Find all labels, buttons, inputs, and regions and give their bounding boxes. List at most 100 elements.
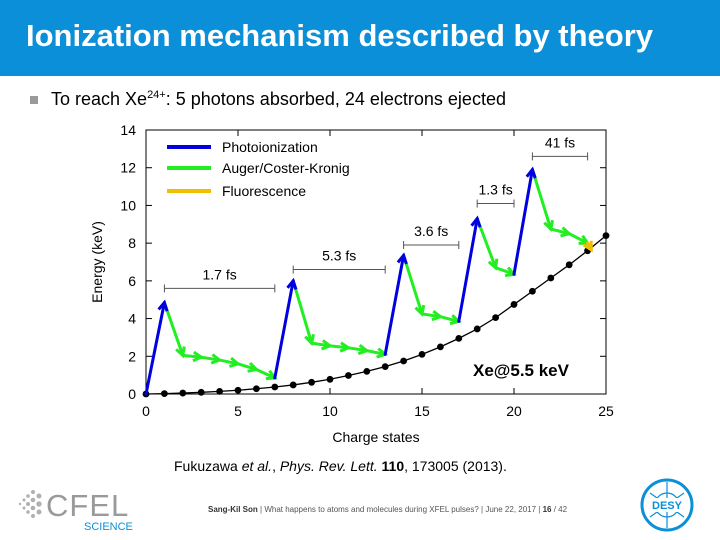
- ionization-chart: 0 5 10 15 20 25 0 2 4 6 8 10 12 14 1.7 fs 5.3 fs 3.6 fs…: [89, 122, 614, 445]
- threshold-point: [253, 385, 260, 393]
- y-tick-label: 12: [120, 160, 136, 176]
- y-tick-label: 8: [128, 235, 136, 251]
- cfel-logo-subtext: SCIENCE: [84, 521, 133, 533]
- threshold-point: [216, 387, 224, 395]
- x-tick-label: 20: [506, 403, 522, 419]
- interval-label: 1.3 fs: [478, 182, 512, 198]
- y-axis-label: Energy (keV): [89, 221, 105, 303]
- citation-journal: Phys. Rev. Lett.: [279, 458, 378, 474]
- threshold-point: [363, 367, 371, 375]
- bullet-charge-sup: 24+: [147, 89, 166, 101]
- chart-annotation: Xe@5.5 keV: [473, 361, 570, 380]
- x-tick-label: 15: [414, 403, 430, 419]
- desy-logo-text: DESY: [652, 500, 683, 512]
- threshold-point: [179, 389, 187, 397]
- threshold-point: [381, 363, 389, 371]
- interval-label: 5.3 fs: [322, 248, 356, 264]
- threshold-point: [345, 372, 352, 379]
- x-tick-label: 25: [598, 403, 614, 419]
- threshold-point: [289, 381, 297, 389]
- photoionization-segment: [457, 217, 479, 323]
- desy-logo-ring: [640, 478, 694, 532]
- footer: Sang-Kil Son | What happens to atoms and…: [208, 505, 567, 514]
- threshold-point: [326, 375, 334, 383]
- y-tick-label: 0: [128, 386, 136, 402]
- threshold-point: [271, 383, 279, 391]
- x-tick-label: 5: [234, 403, 242, 419]
- threshold-point: [197, 388, 205, 396]
- photoionization-segment-arrowhead: [396, 252, 408, 265]
- cfel-dots-icon: [18, 490, 42, 518]
- legend-label-fluorescence: Fluorescence: [222, 183, 306, 199]
- bullet-prefix: To reach Xe: [51, 89, 148, 109]
- bullet-suffix: : 5 photons absorbed, 24 electrons eject…: [165, 89, 506, 109]
- x-axis-label: Charge states: [332, 429, 419, 445]
- legend-label-photoionization: Photoionization: [222, 139, 318, 155]
- auger-segment: [530, 168, 553, 231]
- footer-sep-3: |: [536, 505, 543, 514]
- footer-sep-2: |: [478, 505, 486, 514]
- auger-segment: [218, 358, 240, 366]
- legend-label-auger: Auger/Coster-Kronig: [222, 160, 350, 176]
- photoionization-segment: [512, 168, 534, 276]
- x-tick-label: 0: [142, 403, 150, 419]
- bullet-marker: [30, 96, 38, 104]
- y-tick-label: 6: [128, 273, 136, 289]
- legend: Photoionization Auger/Coster-Kronig Fluo…: [167, 139, 350, 199]
- y-tick-label: 2: [128, 348, 136, 364]
- footer-sep-1: |: [257, 505, 265, 514]
- cfel-logo-text: CFEL: [46, 488, 129, 523]
- photoionization-segment-arrowhead: [470, 215, 482, 228]
- interval-label: 3.6 fs: [414, 223, 448, 239]
- auger-segment: [567, 232, 590, 245]
- footer-page: 16: [542, 505, 552, 514]
- photoionization-segment-arrowhead: [286, 277, 298, 290]
- auger-segment: [291, 279, 314, 345]
- auger-segment: [402, 253, 424, 316]
- photoionization-segment: [273, 279, 295, 380]
- auger-segment: [162, 301, 185, 357]
- photoionization-segment: [383, 253, 406, 356]
- y-tick-label: 10: [120, 197, 136, 213]
- threshold-point: [473, 325, 481, 333]
- interval-label: 41 fs: [545, 134, 575, 150]
- photoionization-segment: [144, 301, 166, 396]
- plot-frame: [145, 129, 607, 395]
- bullet-text: To reach Xe24+: 5 photons absorbed, 24 e…: [51, 89, 506, 110]
- threshold-point: [308, 378, 315, 386]
- footer-talk-title: What happens to atoms and molecules duri…: [264, 505, 479, 514]
- threshold-point: [418, 351, 426, 358]
- threshold-point: [602, 232, 610, 239]
- citation-volume: 110: [381, 458, 405, 474]
- threshold-point: [234, 386, 242, 394]
- citation-pages: , 173005 (2013).: [404, 458, 507, 474]
- footer-author: Sang-Kil Son: [208, 505, 258, 514]
- photoionization-segment-arrowhead: [157, 299, 169, 312]
- y-tick-label: 4: [128, 311, 136, 327]
- auger-segment: [438, 315, 461, 323]
- photoionization-segment-arrowhead: [525, 166, 537, 179]
- cfel-logo: CFEL SCIENCE: [18, 488, 133, 533]
- footer-total: / 42: [553, 505, 568, 514]
- auger-segment: [236, 362, 258, 371]
- desy-logo-label-bg: [651, 498, 683, 512]
- threshold-point: [455, 334, 463, 342]
- slide-title: Ionization mechanism described by theory: [26, 18, 654, 53]
- threshold-point: [529, 287, 536, 295]
- auger-segment: [254, 367, 277, 380]
- threshold-point: [565, 261, 573, 269]
- auger-segment: [365, 349, 387, 356]
- footer-date: June 22, 2017: [485, 505, 537, 514]
- auger-segment: [494, 266, 516, 276]
- citation-etal: et al.: [241, 458, 273, 474]
- citation: Fukuzawa et al., Phys. Rev. Lett. 110, 1…: [174, 458, 507, 474]
- threshold-point: [437, 343, 444, 351]
- interval-label: 1.7 fs: [202, 266, 236, 282]
- desy-logo: DESY: [640, 478, 694, 532]
- auger-segment: [549, 227, 571, 236]
- title-bar: Ionization mechanism described by theory: [0, 0, 720, 76]
- fluorescence-segment-arrowhead: [582, 240, 593, 253]
- threshold-point: [161, 390, 168, 398]
- citation-comma: ,: [272, 458, 280, 474]
- y-tick-label: 14: [120, 122, 136, 138]
